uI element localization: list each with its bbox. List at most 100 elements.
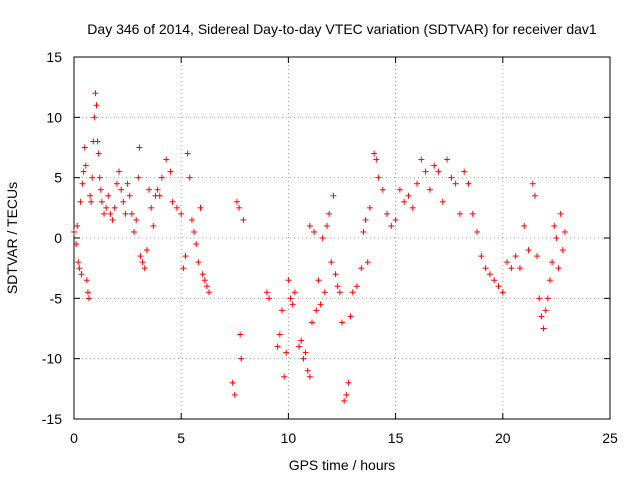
y-tick-label: 0: [54, 230, 62, 246]
data-point: [195, 259, 202, 266]
data-point: [328, 259, 335, 266]
data-point: [405, 192, 412, 199]
data-point: [308, 319, 315, 326]
data-point: [306, 373, 313, 380]
data-point: [92, 90, 99, 97]
data-point: [553, 235, 560, 241]
data-point: [486, 271, 493, 278]
data-point: [544, 295, 551, 302]
data-point: [321, 289, 328, 296]
data-point: [173, 204, 180, 211]
data-point: [156, 192, 163, 199]
data-point: [169, 198, 176, 205]
data-point: [339, 319, 345, 326]
data-point: [197, 204, 204, 211]
data-point: [289, 301, 296, 308]
data-point: [148, 204, 155, 211]
data-point: [330, 192, 337, 199]
data-point: [300, 355, 307, 362]
data-point: [135, 174, 142, 181]
data-point: [358, 265, 365, 272]
data-point: [508, 265, 515, 272]
data-point: [343, 391, 350, 398]
data-point: [456, 210, 463, 217]
data-point: [384, 210, 391, 217]
data-point: [341, 397, 348, 404]
data-point: [98, 198, 105, 205]
data-points: [71, 90, 568, 404]
data-point: [347, 313, 354, 320]
data-point: [141, 265, 148, 272]
data-point: [349, 289, 356, 296]
data-point: [482, 265, 489, 272]
data-point: [91, 114, 98, 121]
data-point: [371, 150, 378, 157]
y-tick-label: -10: [42, 351, 62, 367]
data-point: [201, 277, 208, 284]
data-point: [326, 210, 333, 217]
data-point: [111, 204, 118, 211]
data-point: [180, 265, 187, 272]
data-point: [285, 277, 292, 284]
data-point: [461, 168, 468, 175]
data-point: [89, 174, 96, 181]
data-point: [529, 180, 536, 187]
data-point: [105, 192, 112, 199]
data-point: [150, 222, 157, 229]
data-point: [531, 192, 538, 199]
data-point: [332, 271, 339, 278]
data-point: [304, 367, 311, 374]
data-point: [452, 180, 459, 187]
data-point: [439, 198, 446, 205]
data-point: [236, 204, 243, 211]
data-point: [375, 174, 382, 181]
y-tick-labels: -15 -10 -5 0 5 10 15: [42, 49, 62, 427]
data-point: [521, 222, 528, 229]
data-point: [388, 222, 395, 229]
data-point: [315, 277, 322, 284]
data-point: [448, 174, 455, 181]
data-point: [143, 247, 150, 254]
y-axis-label: SDTVAR / TECUs: [4, 182, 20, 294]
data-point: [96, 174, 103, 181]
y-tick-label: 15: [46, 49, 62, 65]
data-point: [184, 150, 191, 157]
data-point: [364, 259, 371, 266]
data-point: [178, 210, 185, 217]
data-point: [95, 150, 102, 157]
data-point: [163, 156, 170, 163]
data-point: [287, 295, 294, 302]
data-point: [283, 349, 290, 356]
x-axis-label: GPS time / hours: [289, 457, 396, 473]
data-point: [444, 156, 451, 163]
data-point: [418, 156, 425, 163]
data-point: [319, 235, 326, 241]
data-point: [79, 180, 86, 187]
data-point: [71, 228, 77, 235]
data-point: [116, 168, 123, 175]
chart-title: Day 346 of 2014, Sidereal Day-to-day VTE…: [87, 21, 597, 37]
data-point: [101, 210, 108, 217]
data-point: [206, 289, 213, 296]
data-point: [133, 216, 140, 223]
data-point: [296, 343, 303, 350]
data-point: [281, 373, 288, 380]
data-point: [555, 265, 562, 272]
data-point: [103, 204, 110, 211]
x-tick-label: 10: [281, 430, 297, 446]
data-point: [561, 228, 568, 235]
data-point: [538, 313, 545, 320]
data-point: [276, 331, 283, 338]
data-point: [491, 277, 498, 284]
data-point: [109, 216, 116, 223]
data-point: [77, 198, 84, 205]
x-tick-label: 25: [602, 430, 618, 446]
data-point: [203, 283, 210, 290]
data-point: [465, 180, 472, 187]
data-point: [81, 144, 88, 151]
data-point: [540, 325, 547, 332]
data-point: [82, 162, 89, 169]
data-point: [73, 241, 80, 248]
data-point: [345, 379, 352, 386]
